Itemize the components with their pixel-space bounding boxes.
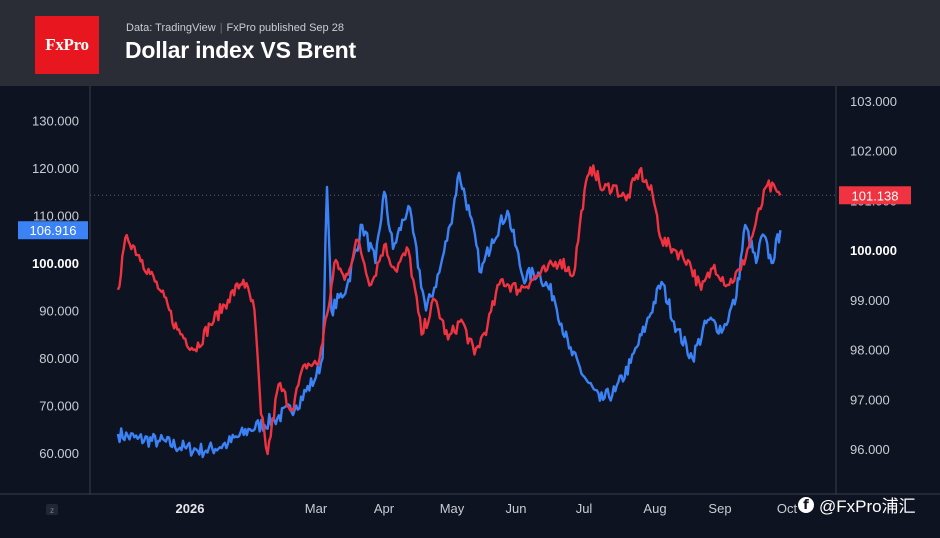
source-data: Data: TradingView [126, 22, 216, 34]
left-tick-label: 130.000 [32, 114, 79, 129]
chart-header: FxPro Data: TradingView | FxPro published … [0, 0, 940, 86]
brent-last-value-tag [839, 186, 911, 205]
fxpro-logo: FxPro [35, 16, 99, 74]
facebook-icon: f [798, 496, 814, 513]
zoom-glyph: z [50, 506, 54, 515]
left-tick-label: 120.000 [32, 161, 79, 176]
left-tick-label: 70.000 [39, 399, 79, 414]
dollar-index-line [116, 171, 782, 459]
zoom-glyph-box [46, 504, 58, 515]
right-tick-label: 96.000 [850, 442, 890, 457]
separator: | [219, 22, 223, 34]
dollar-last-value-tag [18, 221, 88, 240]
x-tick-label: Mar [305, 501, 328, 516]
data-source-line: Data: TradingView | FxPro published Sep 28 [126, 22, 344, 34]
watermark: f @FxPro浦汇 [798, 492, 916, 517]
x-tick-label: Jun [506, 501, 527, 516]
left-tick-label: 60.000 [39, 446, 79, 461]
x-tick-label: Aug [643, 501, 666, 516]
source-published: FxPro published Sep 28 [226, 22, 344, 34]
brent-line [116, 164, 782, 456]
left-tick-label: 90.000 [39, 304, 79, 319]
left-tick-label: 80.000 [39, 351, 79, 366]
x-tick-label: Jul [576, 501, 593, 516]
right-tick-label: 98.000 [850, 343, 890, 358]
right-tick-label: 103.000 [850, 94, 897, 109]
watermark-text: @FxPro浦汇 [819, 497, 916, 516]
chart-title: Dollar index VS Brent [125, 37, 356, 63]
x-tick-label: May [440, 501, 465, 516]
x-tick-label: Apr [374, 501, 395, 516]
left-tick-label: 100.000 [32, 256, 79, 271]
left-tick-label: 110.000 [33, 209, 79, 224]
right-tick-label: 97.000 [850, 392, 890, 407]
x-tick-label: Oct [777, 501, 798, 516]
x-tick-label: 2026 [176, 501, 205, 516]
logo-text: FxPro [45, 35, 89, 54]
chart-canvas: 130.000 120.000 110.000 100.000 90.000 80.000… [0, 86, 940, 516]
x-tick-label: Sep [708, 501, 731, 516]
brent-last-value-label: 101.138 [852, 188, 899, 203]
dollar-last-value-label: 106.916 [30, 223, 77, 238]
right-tick-label: 99.000 [850, 293, 890, 308]
right-tick-label: 102.000 [850, 144, 897, 159]
right-tick-label: 100.000 [850, 243, 897, 258]
